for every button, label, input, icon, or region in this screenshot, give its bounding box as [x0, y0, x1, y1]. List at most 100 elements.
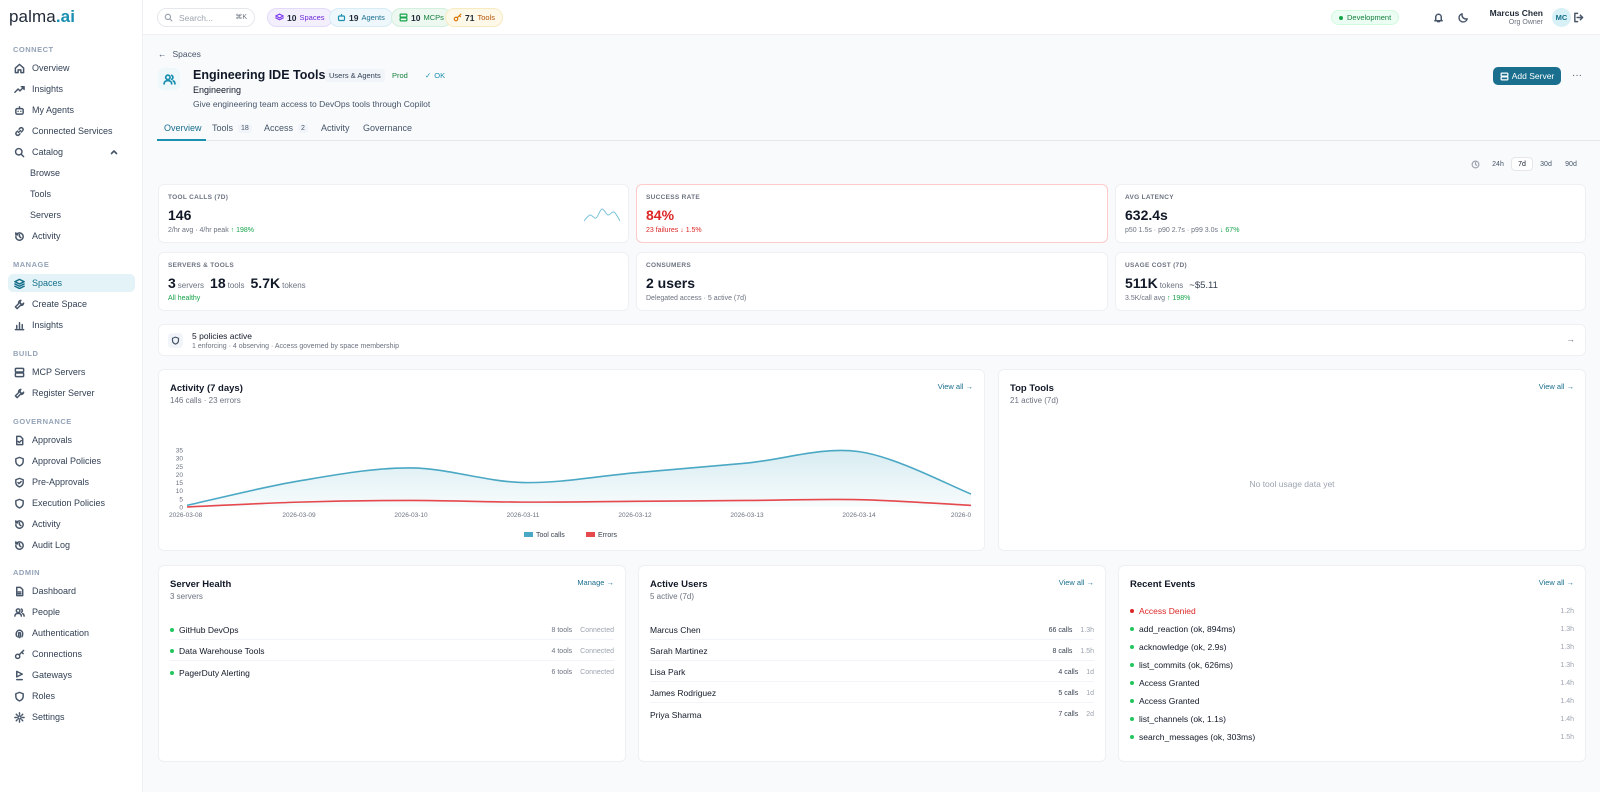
server-row[interactable]: PagerDuty Alerting 6 tools Connected: [170, 663, 614, 682]
agents-pill[interactable]: 19 Agents: [329, 8, 393, 27]
view-all-link[interactable]: View all →: [1058, 578, 1094, 587]
range-7d[interactable]: 7d: [1511, 157, 1533, 171]
more-options-icon[interactable]: ···: [1572, 70, 1582, 81]
y-tick-label: 5: [179, 496, 183, 503]
tab-tools[interactable]: Tools 18: [212, 123, 252, 133]
success-rate-card: SUCCESS RATE 84% 23 failures ↓ 1.5%: [636, 184, 1108, 243]
view-all-link[interactable]: View all →: [1538, 578, 1574, 587]
sidebar-item-gateways[interactable]: Gateways: [8, 666, 135, 684]
bar-chart-icon: [14, 321, 25, 330]
bell-icon[interactable]: [1433, 12, 1444, 23]
logo[interactable]: palma.ai: [9, 7, 75, 27]
sidebar-item-create-space[interactable]: Create Space: [8, 295, 135, 313]
user-row[interactable]: Lisa Park 4 calls 1d: [650, 663, 1094, 682]
stat-value: 511K tokens ~$5.11: [1125, 275, 1218, 291]
tab-overview[interactable]: Overview: [164, 123, 202, 133]
range-90d[interactable]: 90d: [1565, 160, 1577, 168]
stat-trend: ↑ 198%: [1167, 295, 1191, 302]
sidebar-item-browse[interactable]: Browse: [8, 164, 135, 182]
sidebar-item-approval-policies[interactable]: Approval Policies: [8, 452, 135, 470]
sidebar-item-connected-services[interactable]: Connected Services: [8, 122, 135, 140]
user-row[interactable]: Marcus Chen 66 calls 1.3h: [650, 621, 1094, 640]
user-row-meta: 4 calls 1d: [1058, 669, 1094, 676]
sidebar-item-mcp-servers[interactable]: MCP Servers: [8, 363, 135, 381]
sidebar-item-gov-activity[interactable]: Activity: [8, 515, 135, 533]
user-row-meta: 5 calls 1d: [1058, 690, 1094, 697]
sidebar-item-people[interactable]: People: [8, 603, 135, 621]
sidebar-item-servers[interactable]: Servers: [8, 206, 135, 224]
sidebar-item-activity[interactable]: Activity: [8, 227, 135, 245]
stat-sub: 3.5K/call avg ↑ 198%: [1125, 295, 1190, 302]
status-dot: [1130, 609, 1134, 613]
breadcrumb[interactable]: ← Spaces: [158, 49, 201, 59]
sidebar-item-manage-insights[interactable]: Insights: [8, 316, 135, 334]
gear-icon: [14, 711, 25, 723]
event-row[interactable]: Access Denied 1.2h: [1130, 602, 1574, 620]
event-row[interactable]: acknowledge (ok, 2.9s) 1.3h: [1130, 638, 1574, 656]
spaces-pill[interactable]: 10 Spaces: [267, 8, 333, 27]
user-row[interactable]: Priya Sharma 7 calls 2d: [650, 705, 1094, 724]
y-tick-label: 35: [176, 448, 184, 455]
sidebar-item-spaces[interactable]: Spaces: [8, 274, 135, 292]
stat-sub-text: 2/hr avg · 4/hr peak: [168, 227, 229, 234]
event-row[interactable]: list_channels (ok, 1.1s) 1.4h: [1130, 710, 1574, 728]
add-server-button[interactable]: Add Server: [1493, 67, 1561, 85]
sidebar-item-label: Insights: [32, 320, 64, 330]
sidebar-item-insights[interactable]: Insights: [8, 80, 135, 98]
avatar[interactable]: MC: [1552, 8, 1571, 27]
sidebar-item-register-server[interactable]: Register Server: [8, 384, 135, 402]
view-all-link[interactable]: View all →: [1538, 382, 1574, 391]
tools-pill[interactable]: 71 Tools: [445, 8, 503, 27]
range-24h[interactable]: 24h: [1492, 160, 1504, 168]
x-tick-label: 2026-03-09: [282, 512, 316, 519]
sidebar-item-roles[interactable]: Roles: [8, 687, 135, 705]
tab-activity[interactable]: Activity: [321, 123, 350, 133]
bot-icon: [15, 105, 24, 115]
sidebar-item-my-agents[interactable]: My Agents: [8, 101, 135, 119]
sidebar-item-label: My Agents: [32, 105, 75, 115]
sparkline-chart: [584, 208, 620, 222]
range-30d[interactable]: 30d: [1540, 160, 1552, 168]
stat-sub-text: 3.5K/call avg: [1125, 295, 1166, 302]
sidebar-item-label: Activity: [32, 519, 61, 529]
event-row[interactable]: list_commits (ok, 626ms) 1.3h: [1130, 656, 1574, 674]
search-input[interactable]: Search... ⌘K: [157, 8, 255, 27]
legend-swatch: [524, 532, 533, 537]
sidebar-item-pre-approvals[interactable]: Pre-Approvals: [8, 473, 135, 491]
logout-icon[interactable]: [1573, 12, 1584, 23]
history-icon: [15, 519, 24, 529]
user-row-meta: 7 calls 2d: [1058, 711, 1094, 718]
sidebar-item-tools[interactable]: Tools: [8, 185, 135, 203]
sidebar-item-dashboard[interactable]: Dashboard: [8, 582, 135, 600]
sidebar-item-settings[interactable]: Settings: [8, 708, 135, 726]
event-row[interactable]: add_reaction (ok, 894ms) 1.3h: [1130, 620, 1574, 638]
view-all-link[interactable]: View all →: [937, 382, 973, 391]
usage-cost: ~$5.11: [1189, 280, 1218, 291]
x-tick-label: 2026-03-11: [507, 512, 540, 519]
tab-access[interactable]: Access 2: [264, 123, 308, 133]
server-row[interactable]: GitHub DevOps 8 tools Connected: [170, 621, 614, 640]
user-ago: 1d: [1086, 668, 1094, 676]
sidebar-item-execution-policies[interactable]: Execution Policies: [8, 494, 135, 512]
server-row[interactable]: Data Warehouse Tools 4 tools Connected: [170, 642, 614, 661]
event-row[interactable]: Access Granted 1.4h: [1130, 692, 1574, 710]
shield-icon: [15, 691, 24, 702]
event-row[interactable]: Access Granted 1.4h: [1130, 674, 1574, 692]
moon-icon[interactable]: [1458, 12, 1469, 23]
sidebar-item-authentication[interactable]: Authentication: [8, 624, 135, 642]
environment-badge[interactable]: Development: [1331, 10, 1400, 25]
user-row[interactable]: James Rodriguez 5 calls 1d: [650, 684, 1094, 703]
tab-governance[interactable]: Governance: [363, 123, 412, 133]
policies-banner[interactable]: 5 policies active 1 enforcing · 4 observ…: [158, 324, 1586, 356]
sidebar-item-catalog[interactable]: Catalog: [8, 143, 135, 161]
tools-count: 18: [210, 275, 226, 291]
mcps-pill[interactable]: 10 MCPs: [391, 8, 452, 27]
sidebar-item-audit-log[interactable]: Audit Log: [8, 536, 135, 554]
sidebar-item-connections[interactable]: Connections: [8, 645, 135, 663]
manage-link[interactable]: Manage →: [577, 578, 614, 587]
user-row[interactable]: Sarah Martinez 8 calls 1.5h: [650, 642, 1094, 661]
sidebar-item-overview[interactable]: Overview: [8, 59, 135, 77]
event-ago: 1.4h: [1560, 715, 1574, 723]
sidebar-item-approvals[interactable]: Approvals: [8, 431, 135, 449]
event-row[interactable]: search_messages (ok, 303ms) 1.5h: [1130, 728, 1574, 746]
